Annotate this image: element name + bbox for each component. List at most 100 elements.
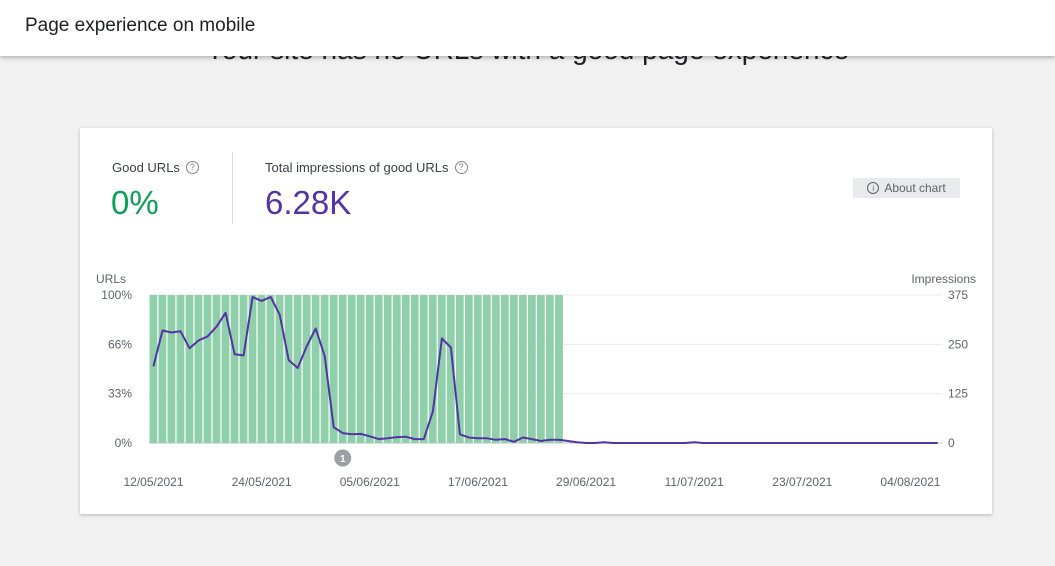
impressions-point bbox=[224, 312, 227, 314]
impressions-point bbox=[819, 442, 821, 444]
impressions-point bbox=[702, 442, 704, 444]
good-urls-bar bbox=[419, 295, 428, 443]
impressions-point bbox=[324, 355, 326, 357]
left-tick-label: 66% bbox=[108, 337, 132, 351]
good-urls-bar bbox=[437, 295, 446, 443]
impressions-point bbox=[639, 442, 641, 444]
impressions-point bbox=[918, 442, 921, 444]
x-tick-label: 17/06/2021 bbox=[448, 475, 508, 489]
impressions-point bbox=[333, 426, 335, 428]
about-chart-label: About chart bbox=[884, 181, 946, 195]
impressions-point bbox=[729, 442, 731, 444]
right-axis-ticks: 375 250 125 0 bbox=[948, 288, 968, 450]
impressions-metric[interactable]: Total impressions of good URLs ? bbox=[265, 160, 468, 175]
impressions-point bbox=[675, 442, 677, 444]
impressions-point bbox=[576, 441, 578, 443]
x-tick-label: 24/05/2021 bbox=[232, 475, 292, 489]
help-icon[interactable]: ? bbox=[185, 161, 199, 174]
impressions-point bbox=[459, 433, 461, 435]
impressions-point bbox=[792, 442, 794, 444]
impressions-point bbox=[387, 437, 389, 439]
top-app-bar: Page experience on mobile bbox=[0, 0, 1055, 56]
impressions-point bbox=[783, 442, 785, 444]
good-urls-bar bbox=[536, 295, 545, 443]
good-urls-bar bbox=[546, 295, 554, 443]
left-tick-label: 100% bbox=[101, 288, 132, 302]
help-icon[interactable]: ? bbox=[454, 161, 468, 174]
good-urls-bar bbox=[266, 295, 275, 443]
annotation-label: 1 bbox=[340, 454, 346, 465]
good-urls-bar bbox=[149, 295, 158, 443]
good-urls-bar bbox=[320, 295, 329, 443]
impressions-point bbox=[414, 438, 416, 440]
impressions-point bbox=[594, 442, 596, 444]
impressions-line bbox=[152, 296, 938, 444]
left-tick-label: 33% bbox=[108, 387, 132, 401]
impressions-point bbox=[720, 442, 722, 444]
good-urls-bar bbox=[194, 295, 203, 443]
impressions-value: 6.28K bbox=[265, 184, 352, 221]
x-tick-label: 05/06/2021 bbox=[340, 475, 400, 489]
impressions-series bbox=[152, 296, 939, 444]
good-urls-bar bbox=[374, 295, 383, 443]
good-urls-bar bbox=[392, 295, 401, 443]
good-urls-bar bbox=[518, 295, 527, 443]
x-axis-ticks: 12/05/2021 24/05/2021 05/06/2021 17/06/2021… bbox=[123, 475, 940, 489]
chart-card: Good URLs ? 0% Total impressions of good… bbox=[80, 128, 992, 514]
good-urls-bar bbox=[555, 295, 563, 443]
impressions-point bbox=[378, 438, 380, 440]
good-urls-bar bbox=[212, 295, 221, 443]
x-tick-label: 29/06/2021 bbox=[556, 475, 616, 489]
good-urls-bar bbox=[338, 295, 347, 443]
annotation-badge bbox=[334, 449, 352, 467]
annotation-marker[interactable]: 1 bbox=[334, 449, 352, 467]
good-urls-bar bbox=[428, 295, 437, 443]
impressions-point bbox=[540, 440, 542, 442]
impressions-point bbox=[477, 437, 479, 439]
impressions-point bbox=[197, 339, 200, 341]
chart: URLs Impressions 100% 66% 33% 0% 375 250 125 0… bbox=[96, 272, 976, 489]
impressions-point bbox=[774, 442, 776, 444]
impressions-point bbox=[486, 437, 488, 439]
right-tick-label: 0 bbox=[948, 436, 955, 450]
good-urls-bar bbox=[491, 295, 500, 443]
good-urls-bar bbox=[464, 295, 473, 443]
good-urls-bar bbox=[347, 295, 356, 443]
about-chart-button[interactable]: i About chart bbox=[853, 178, 960, 198]
impressions-point bbox=[891, 442, 894, 444]
good-urls-bar bbox=[329, 295, 338, 443]
impressions-point bbox=[558, 439, 560, 441]
impressions-point bbox=[423, 438, 425, 440]
good-urls-bar bbox=[275, 295, 284, 443]
good-urls-bar bbox=[482, 295, 491, 443]
good-urls-bar bbox=[248, 295, 257, 443]
impressions-point bbox=[351, 433, 353, 435]
impressions-point bbox=[927, 442, 930, 444]
impressions-point bbox=[513, 441, 515, 443]
good-urls-bars bbox=[149, 295, 563, 443]
impressions-label: Total impressions of good URLs bbox=[265, 160, 449, 175]
impressions-point bbox=[215, 325, 218, 328]
impressions-point bbox=[630, 442, 632, 444]
right-tick-label: 250 bbox=[948, 337, 968, 351]
impressions-point bbox=[161, 329, 164, 332]
impressions-point bbox=[297, 367, 299, 369]
good-urls-bar bbox=[311, 295, 320, 443]
impressions-point bbox=[441, 337, 443, 340]
good-urls-metric[interactable]: Good URLs ? bbox=[112, 160, 199, 175]
impressions-point bbox=[495, 439, 497, 441]
impressions-point bbox=[585, 442, 587, 444]
impressions-point bbox=[360, 433, 362, 435]
x-tick-label: 12/05/2021 bbox=[123, 475, 183, 489]
good-urls-bar bbox=[410, 295, 419, 443]
impressions-point bbox=[747, 442, 749, 444]
impressions-point bbox=[657, 442, 659, 444]
impressions-point bbox=[666, 442, 668, 444]
good-urls-bar bbox=[230, 295, 239, 443]
good-urls-bar bbox=[509, 295, 518, 443]
impressions-point bbox=[756, 442, 758, 444]
impressions-point bbox=[288, 359, 290, 361]
impressions-point bbox=[405, 436, 407, 438]
impressions-point bbox=[846, 442, 848, 444]
impressions-point bbox=[342, 432, 344, 434]
